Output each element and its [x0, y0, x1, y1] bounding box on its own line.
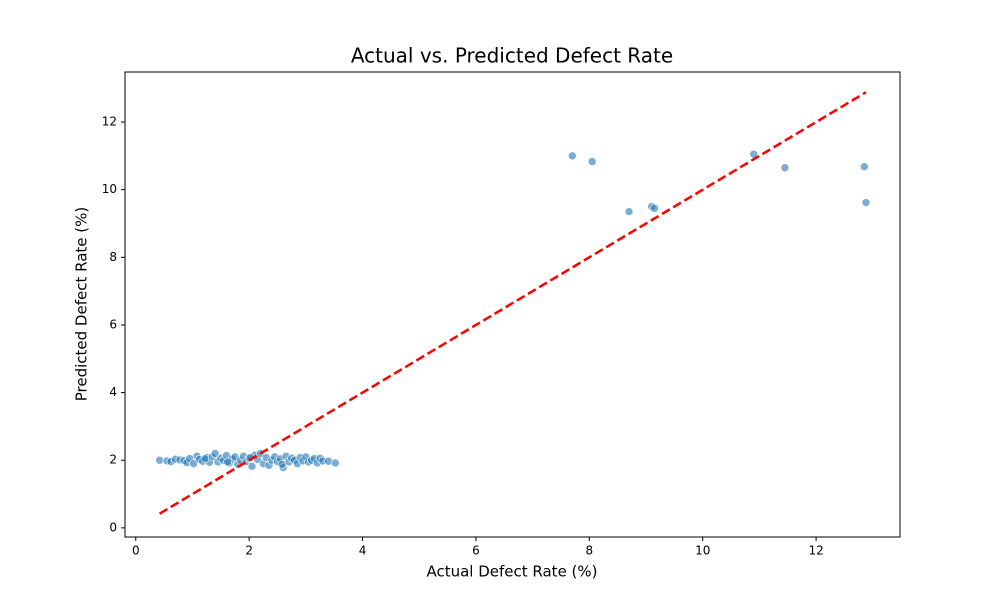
- chart-title: Actual vs. Predicted Defect Rate: [351, 44, 673, 68]
- data-point: [568, 151, 577, 161]
- data-point: [780, 163, 790, 173]
- x-tick-label: 4: [359, 544, 367, 558]
- data-point: [210, 449, 220, 458]
- x-tick-label: 8: [585, 544, 593, 558]
- x-tick-label: 0: [132, 544, 140, 558]
- y-tick-label: 8: [109, 250, 117, 264]
- y-tick-label: 6: [109, 317, 117, 331]
- data-point: [650, 203, 659, 213]
- x-tick-label: 10: [695, 544, 710, 558]
- y-tick-label: 2: [109, 453, 117, 467]
- reference-line: [158, 91, 867, 515]
- y-axis-label: Predicted Defect Rate (%): [73, 207, 91, 402]
- data-point: [587, 157, 597, 166]
- data-point: [859, 162, 869, 171]
- data-point: [223, 457, 232, 467]
- y-tick-label: 4: [109, 385, 117, 399]
- y-tick-label: 10: [102, 182, 117, 196]
- plot-frame: [124, 71, 901, 538]
- data-point: [200, 454, 210, 464]
- data-point: [861, 198, 871, 207]
- x-axis-label: Actual Defect Rate (%): [426, 563, 597, 581]
- data-point: [624, 207, 634, 216]
- y-tick-label: 12: [102, 115, 117, 129]
- data-point: [247, 462, 257, 471]
- x-tick-label: 6: [472, 544, 480, 558]
- y-tick-label: 0: [109, 520, 117, 534]
- x-tick-label: 2: [245, 544, 253, 558]
- data-point: [331, 458, 340, 468]
- data-point: [277, 459, 287, 469]
- data-point: [155, 455, 164, 465]
- x-tick-label: 12: [808, 544, 823, 558]
